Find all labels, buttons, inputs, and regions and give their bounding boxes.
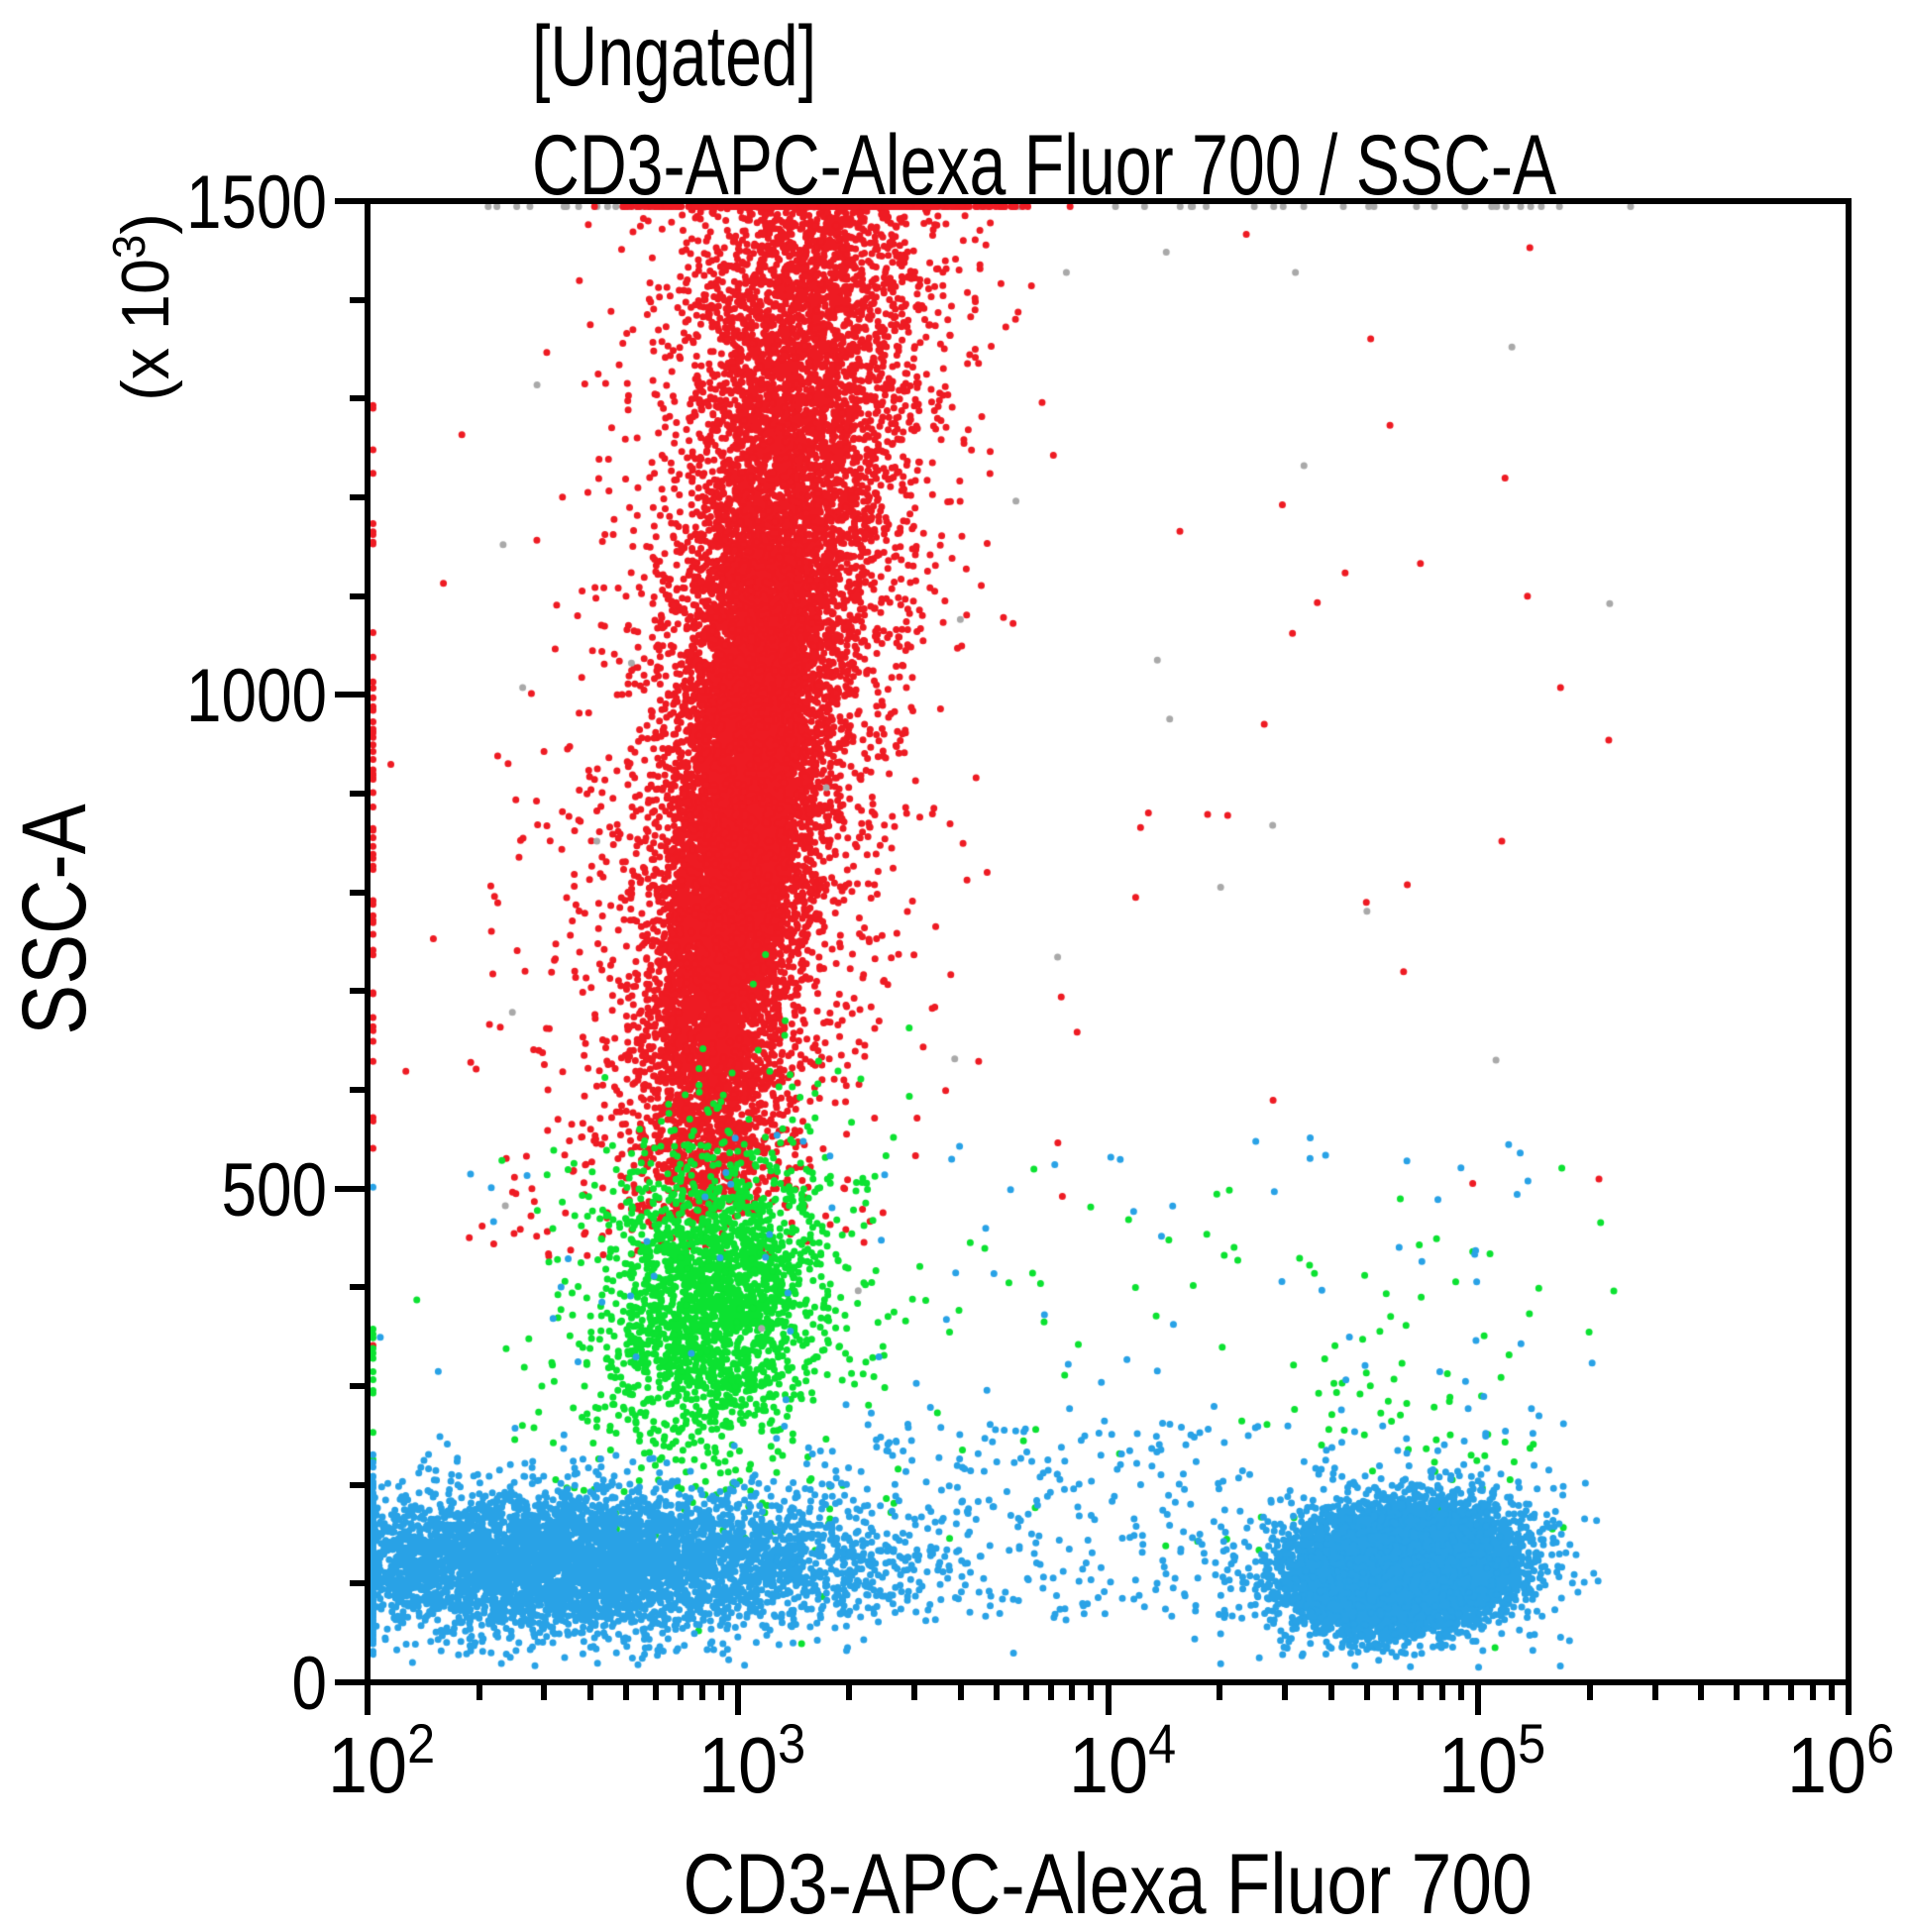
- axis-tick-mark: [1327, 1685, 1334, 1700]
- y-axis-label: SSC-A: [4, 804, 105, 1035]
- plot-frame: [365, 198, 1852, 1685]
- axis-tick-mark: [734, 1685, 741, 1715]
- axis-tick-mark: [1846, 1685, 1852, 1715]
- axis-tick-mark: [1734, 1685, 1741, 1700]
- axis-tick-mark: [350, 395, 365, 402]
- axis-tick-mark: [717, 1685, 724, 1700]
- axis-tick-mark: [1586, 1685, 1593, 1700]
- axis-tick-mark: [1763, 1685, 1770, 1700]
- axis-tick-mark: [1393, 1685, 1400, 1700]
- axis-tick-mark: [911, 1685, 918, 1700]
- axis-tick-mark: [1088, 1685, 1095, 1700]
- axis-tick-mark: [1698, 1685, 1705, 1700]
- axis-tick-mark: [1047, 1685, 1054, 1700]
- y-tick-label: 1000: [185, 654, 327, 739]
- chart-title-parameters-line: CD3-APC-Alexa Fluor 700 / SSC-A: [532, 118, 1557, 213]
- x-tick-label: 103: [697, 1712, 805, 1809]
- axis-tick-mark: [1809, 1685, 1816, 1700]
- axis-tick-mark: [350, 1383, 365, 1389]
- axis-tick-mark: [993, 1685, 1000, 1700]
- axis-tick-mark: [1788, 1685, 1795, 1700]
- axis-tick-mark: [350, 592, 365, 599]
- axis-tick-mark: [1105, 1685, 1112, 1715]
- axis-tick-mark: [335, 692, 365, 698]
- axis-tick-mark: [365, 1685, 371, 1715]
- axis-tick-mark: [1418, 1685, 1425, 1700]
- axis-tick-mark: [652, 1685, 659, 1700]
- x-axis-label: CD3-APC-Alexa Fluor 700: [683, 1837, 1533, 1932]
- axis-tick-mark: [957, 1685, 964, 1700]
- axis-tick-mark: [587, 1685, 594, 1700]
- axis-tick-mark: [846, 1685, 853, 1700]
- axis-tick-mark: [335, 1185, 365, 1192]
- x-tick-label: 106: [1787, 1712, 1895, 1809]
- chart-title-gate-line: [Ungated]: [532, 9, 817, 104]
- axis-tick-mark: [1828, 1685, 1835, 1700]
- axis-tick-mark: [1475, 1685, 1482, 1715]
- scatter-points-canvas: [371, 204, 1846, 1679]
- x-tick-label: 104: [1068, 1712, 1176, 1809]
- y-tick-label: 1500: [185, 161, 327, 245]
- axis-tick-mark: [1458, 1685, 1465, 1700]
- axis-tick-mark: [1217, 1685, 1222, 1700]
- axis-tick-mark: [1281, 1685, 1288, 1700]
- axis-tick-mark: [1022, 1685, 1029, 1700]
- y-tick-label: 500: [221, 1147, 327, 1233]
- axis-tick-mark: [623, 1685, 630, 1700]
- axis-tick-mark: [350, 988, 365, 995]
- axis-tick-mark: [1069, 1685, 1076, 1700]
- axis-tick-mark: [335, 198, 365, 204]
- x-tick-label: 102: [328, 1712, 436, 1809]
- axis-tick-mark: [1363, 1685, 1370, 1700]
- axis-tick-mark: [335, 1679, 365, 1685]
- axis-tick-mark: [541, 1685, 548, 1700]
- axis-tick-mark: [350, 1580, 365, 1587]
- axis-tick-mark: [350, 296, 365, 303]
- axis-tick-mark: [350, 791, 365, 797]
- axis-tick-mark: [1651, 1685, 1658, 1700]
- y-tick-label: 0: [291, 1642, 327, 1726]
- axis-tick-mark: [1439, 1685, 1446, 1700]
- chart-title: [Ungated] CD3-APC-Alexa Fluor 700 / SSC-…: [532, 2, 1556, 220]
- axis-tick-mark: [677, 1685, 684, 1700]
- axis-tick-mark: [350, 1087, 365, 1093]
- axis-tick-mark: [350, 1481, 365, 1488]
- axis-tick-mark: [476, 1685, 482, 1700]
- axis-tick-mark: [350, 494, 365, 500]
- x-tick-label: 105: [1438, 1712, 1546, 1809]
- axis-tick-mark: [698, 1685, 705, 1700]
- axis-tick-mark: [350, 889, 365, 896]
- axis-tick-mark: [350, 1284, 365, 1291]
